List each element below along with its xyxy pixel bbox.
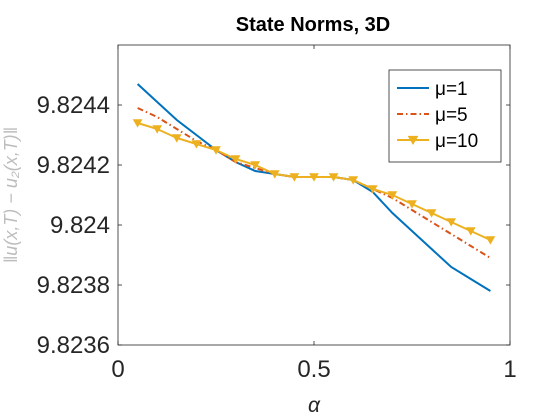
data-point [230, 155, 241, 164]
x-tick-label: 1 [503, 356, 516, 383]
y-tick-label: 9.8238 [37, 272, 110, 299]
data-point [446, 218, 457, 227]
data-point [152, 125, 163, 134]
legend-entry: μ=10 [435, 131, 478, 152]
y-axis-label: ‖u(x,T) − u₂(x,T)‖ [1, 127, 21, 263]
x-axis-label: α [308, 394, 321, 417]
data-point [269, 170, 280, 179]
data-point [171, 134, 182, 143]
data-point [426, 209, 437, 218]
data-point [348, 176, 359, 185]
legend-marker [407, 135, 419, 146]
y-tick-label: 9.8244 [37, 92, 110, 119]
data-point [387, 191, 398, 200]
y-tick-label: 9.8242 [37, 152, 110, 179]
data-point [289, 173, 300, 182]
data-point [132, 119, 143, 128]
legend: μ=1 μ=5 μ=10 [388, 69, 502, 163]
y-tick-label: 9.824 [50, 212, 110, 239]
axis-ticks: 0 0.5 1 9.8236 9.8238 9.824 9.8242 9.8244 [37, 45, 517, 383]
x-tick-label: 0.5 [297, 356, 330, 383]
series-layer [132, 83, 496, 292]
data-point [309, 173, 319, 182]
data-point [328, 173, 339, 182]
data-point [407, 200, 417, 209]
data-point [211, 146, 221, 155]
y-tick-label: 9.8236 [37, 332, 110, 359]
legend-box [388, 69, 502, 163]
data-point [485, 236, 496, 245]
x-tick-label: 0 [111, 356, 124, 383]
legend-entry: μ=1 [435, 79, 468, 100]
data-point [367, 185, 378, 194]
data-point [250, 161, 261, 170]
data-point [465, 227, 476, 236]
legend-entry: μ=5 [435, 105, 468, 126]
chart-title: State Norms, 3D [236, 14, 391, 36]
data-point [191, 140, 202, 149]
